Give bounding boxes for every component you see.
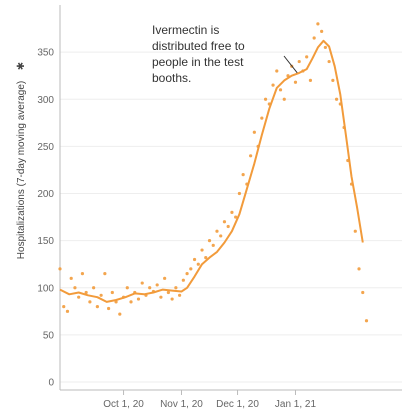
data-point [155, 283, 159, 287]
data-point [297, 59, 301, 64]
data-point [80, 272, 85, 276]
data-point [353, 229, 357, 233]
data-point [312, 36, 316, 40]
annotation-text-line: Ivermectin is [152, 23, 219, 37]
data-point [278, 88, 283, 92]
annotation-arrow [283, 55, 298, 74]
data-point [305, 55, 309, 59]
data-point [222, 220, 227, 224]
data-point [230, 210, 234, 214]
data-point [118, 312, 122, 316]
data-point [364, 319, 369, 323]
data-point [189, 267, 193, 271]
axes [59, 5, 402, 395]
data-point [241, 173, 245, 177]
y-tick-label: 50 [43, 330, 55, 341]
data-point [136, 297, 141, 301]
y-tick-label: 350 [37, 48, 54, 59]
data-point [215, 229, 219, 233]
data-point [200, 248, 204, 252]
data-point [308, 78, 313, 82]
data-point [234, 215, 238, 219]
y-tick-label: 300 [37, 95, 54, 106]
data-point [211, 243, 215, 247]
data-point [320, 29, 324, 33]
data-point [293, 80, 298, 84]
x-tick-label: Dec 1, 20 [216, 399, 259, 410]
data-point [110, 290, 114, 295]
series-line [59, 39, 364, 303]
data-point [174, 286, 178, 290]
data-point [58, 267, 62, 271]
grid-lines [60, 51, 402, 383]
data-point [140, 281, 144, 285]
data-point [159, 295, 163, 299]
annotation-text-line: distributed free to [152, 39, 245, 53]
data-point [106, 306, 111, 311]
data-point [282, 97, 286, 101]
data-point [166, 290, 170, 295]
data-point [331, 78, 335, 82]
data-point [316, 22, 320, 26]
annotation-text-line: booths. [152, 71, 191, 85]
data-point [185, 272, 189, 276]
data-point [275, 69, 279, 73]
data-point [357, 267, 361, 271]
data-point [84, 290, 88, 295]
data-point [260, 116, 264, 120]
data-point [226, 224, 230, 229]
data-point [99, 293, 103, 297]
y-tick-labels: 0 50 100 150 200 250 300 350 [37, 48, 54, 389]
data-point [196, 262, 200, 266]
data-point [181, 278, 185, 282]
data-point [263, 97, 268, 101]
data-point [192, 257, 197, 262]
data-point [249, 154, 253, 158]
y-axis-title: Hospitalizations (7-day moving average) … [16, 62, 27, 259]
data-point [69, 276, 73, 280]
data-point [323, 45, 327, 50]
data-point [237, 191, 242, 196]
moving-average-line [59, 39, 364, 303]
y-tick-label: 150 [37, 236, 54, 247]
y-tick-label: 100 [37, 283, 54, 294]
data-point [219, 234, 223, 238]
data-point [334, 97, 339, 101]
data-point [207, 239, 212, 243]
data-point [327, 59, 331, 64]
data-point [62, 305, 66, 309]
data-point [170, 297, 174, 301]
x-tick-labels: Oct 1, 20 Nov 1, 20 Dec 1, 20 Jan 1, 21 [103, 399, 316, 410]
data-point [125, 286, 129, 290]
data-point [129, 300, 133, 304]
data-point [103, 272, 107, 276]
data-point [92, 286, 96, 290]
annotation: Ivermectin is distributed free to people i… [152, 23, 298, 85]
y-tick-label: 0 [48, 378, 54, 389]
x-tick-label: Oct 1, 20 [103, 399, 144, 410]
data-point [163, 276, 167, 280]
x-tick-label: Nov 1, 20 [160, 399, 203, 410]
data-point [361, 290, 365, 295]
y-tick-label: 200 [37, 189, 54, 200]
annotation-text-line: people in the test [152, 55, 244, 69]
data-point [204, 255, 208, 260]
data-point [178, 293, 182, 297]
data-point [88, 300, 92, 304]
data-point [95, 305, 99, 309]
data-point [65, 309, 70, 313]
y-tick-label: 250 [37, 142, 54, 153]
asterisk-icon: ✱ [16, 62, 27, 70]
data-point [271, 83, 275, 87]
data-point [77, 295, 81, 299]
data-point [252, 130, 256, 134]
data-point [73, 286, 77, 290]
x-tick-label: Jan 1, 21 [275, 399, 317, 410]
y-axis-label: Hospitalizations (7-day moving average) [16, 81, 27, 259]
data-point [148, 286, 152, 290]
